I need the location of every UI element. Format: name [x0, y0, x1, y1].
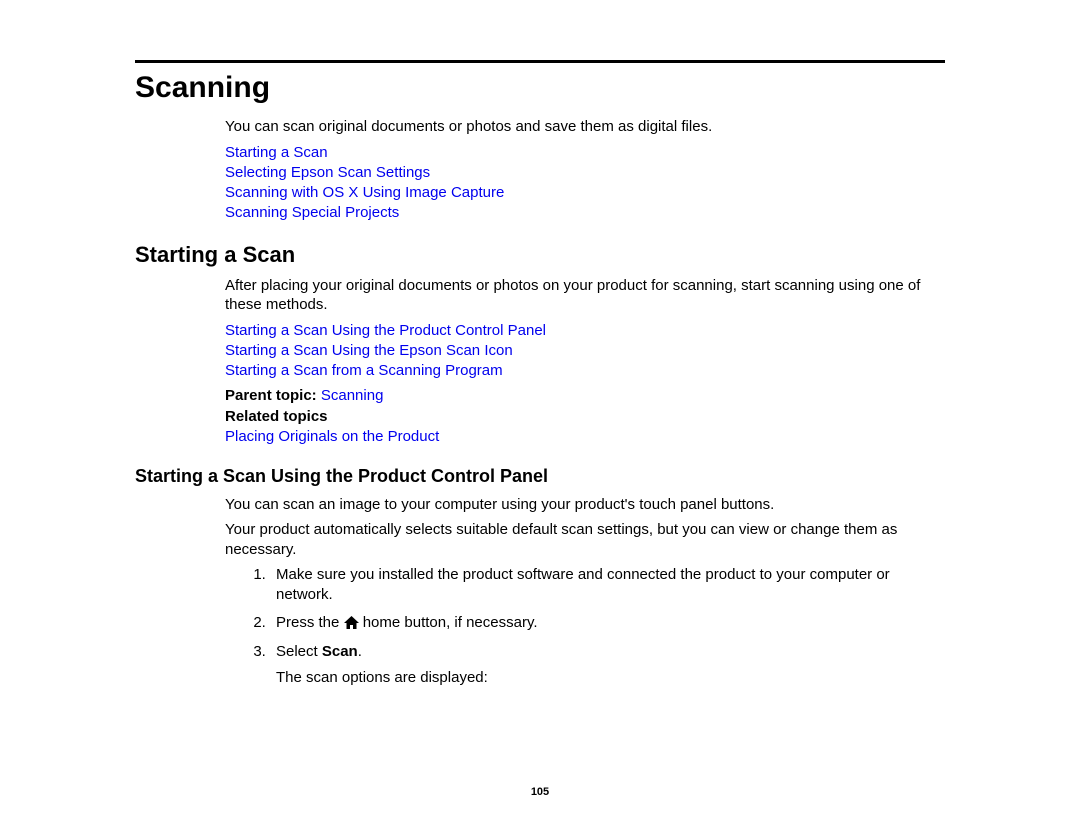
step-1: Make sure you installed the product soft…	[270, 565, 945, 606]
step-3: Select Scan.	[270, 642, 945, 662]
step-3-post: .	[358, 643, 362, 660]
related-topics-block: Placing Originals on the Product	[225, 427, 945, 447]
step-2-pre: Press the	[276, 614, 344, 631]
top-rule	[135, 60, 945, 63]
link-starting-a-scan[interactable]: Starting a Scan	[225, 143, 945, 163]
page-title-h1: Scanning	[135, 71, 945, 105]
section2-p1: You can scan an image to your computer u…	[225, 495, 945, 515]
parent-topic-link[interactable]: Scanning	[321, 387, 384, 404]
section1-heading: Starting a Scan	[135, 242, 945, 268]
step-3-pre: Select	[276, 643, 322, 660]
top-links-block: Starting a Scan Selecting Epson Scan Set…	[225, 143, 945, 224]
link-placing-originals[interactable]: Placing Originals on the Product	[225, 427, 945, 447]
section2-heading: Starting a Scan Using the Product Contro…	[135, 466, 945, 487]
link-scan-epson-scan-icon[interactable]: Starting a Scan Using the Epson Scan Ico…	[225, 341, 945, 361]
section2-p2: Your product automatically selects suita…	[225, 520, 945, 559]
link-scan-product-control-panel[interactable]: Starting a Scan Using the Product Contro…	[225, 321, 945, 341]
intro-text: You can scan original documents or photo…	[225, 117, 945, 137]
step-2: Press the home button, if necessary.	[270, 613, 945, 635]
home-icon	[344, 615, 359, 635]
after-steps-text: The scan options are displayed:	[276, 669, 945, 686]
parent-topic-label: Parent topic:	[225, 387, 317, 404]
steps-list: Make sure you installed the product soft…	[250, 565, 945, 662]
document-page: Scanning You can scan original documents…	[0, 0, 1080, 686]
section1-body: After placing your original documents or…	[225, 276, 945, 315]
link-scanning-special-projects[interactable]: Scanning Special Projects	[225, 203, 945, 223]
related-topics-label: Related topics	[225, 408, 945, 425]
link-scanning-osx-image-capture[interactable]: Scanning with OS X Using Image Capture	[225, 183, 945, 203]
parent-topic-line: Parent topic: Scanning	[225, 387, 945, 404]
step-2-post: home button, if necessary.	[359, 614, 538, 631]
page-number: 105	[0, 786, 1080, 798]
link-scan-from-program[interactable]: Starting a Scan from a Scanning Program	[225, 361, 945, 381]
step-3-bold: Scan	[322, 643, 358, 660]
section1-links-block: Starting a Scan Using the Product Contro…	[225, 321, 945, 382]
link-selecting-epson-scan-settings[interactable]: Selecting Epson Scan Settings	[225, 163, 945, 183]
